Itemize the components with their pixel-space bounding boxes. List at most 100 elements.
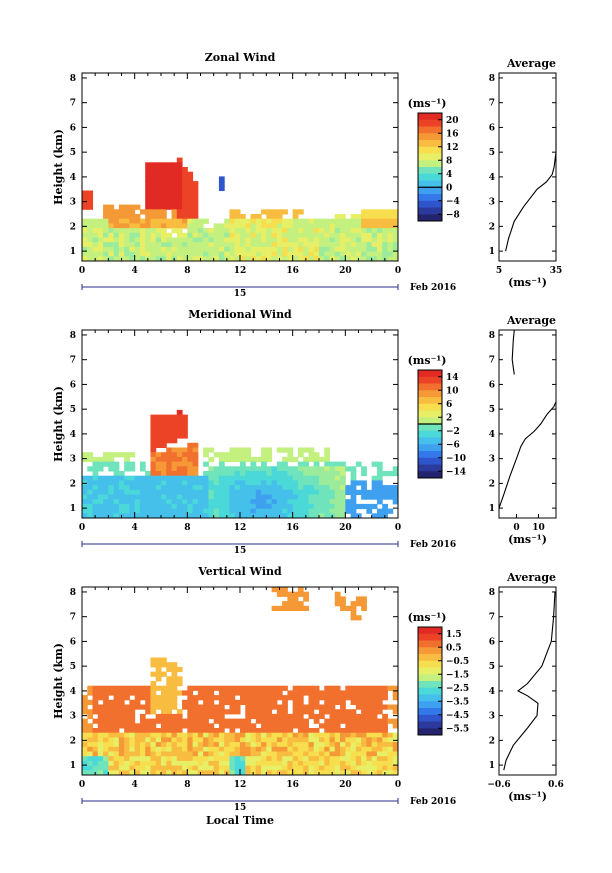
heatmap-cell — [118, 742, 125, 748]
heatmap-cell — [87, 228, 94, 234]
heatmap-cell — [282, 232, 288, 238]
heatmap-cell — [150, 246, 157, 253]
heatmap-cell — [187, 223, 194, 229]
heatmap-cell — [187, 704, 194, 710]
heatmap-cell — [197, 475, 204, 481]
heatmap-cell — [97, 765, 104, 771]
heatmap-cell — [387, 485, 394, 491]
heatmap-cell — [166, 256, 173, 262]
heatmap-cell — [250, 756, 257, 762]
heatmap-cell — [366, 728, 373, 734]
heatmap-cell — [161, 442, 167, 448]
heatmap-cell — [97, 242, 104, 248]
heatmap-cell — [103, 204, 109, 210]
heatmap-cell — [155, 499, 162, 505]
heatmap-cell — [255, 690, 262, 696]
heatmap-cell — [287, 242, 294, 248]
heatmap-cell — [118, 237, 125, 243]
heatmap-cell — [382, 471, 388, 477]
heatmap-cell — [303, 732, 309, 738]
heatmap-cell — [82, 475, 88, 481]
heatmap-cell — [82, 503, 88, 510]
heatmap-cell — [129, 218, 136, 224]
heatmap-cell — [266, 475, 273, 481]
heatmap-cell — [176, 209, 183, 215]
heatmap-cell — [171, 728, 178, 734]
heatmap-cell — [266, 728, 273, 734]
heatmap-cell — [287, 223, 294, 229]
heatmap-cell — [229, 699, 236, 705]
avg-y-tick-label: 4 — [489, 173, 495, 183]
heatmap-cell — [350, 494, 357, 500]
colorbar-unit: (ms⁻¹) — [408, 354, 447, 367]
heatmap-cell — [234, 751, 241, 757]
heatmap-cell — [350, 605, 357, 611]
heatmap-cell — [255, 746, 262, 752]
heatmap-cell — [276, 746, 283, 752]
heatmap-cell — [340, 494, 346, 500]
heatmap-cell — [224, 718, 230, 724]
heatmap-cell — [213, 756, 220, 762]
heatmap-cell — [197, 494, 204, 500]
heatmap-cell — [129, 699, 136, 705]
heatmap-cell — [150, 209, 157, 215]
heatmap-cell — [187, 732, 194, 738]
heatmap-cell — [145, 185, 151, 191]
heatmap-cell — [218, 704, 225, 710]
heatmap-cell — [171, 176, 178, 182]
heatmap-cell — [134, 723, 141, 729]
heatmap-cell — [276, 209, 283, 215]
heatmap-cell — [197, 237, 204, 243]
heatmap-cell — [229, 452, 236, 458]
colorbar-cell — [418, 728, 442, 736]
colorbar-cell — [418, 674, 442, 682]
heatmap-cell — [371, 709, 378, 715]
heatmap-cell — [313, 494, 320, 500]
heatmap-cell — [287, 723, 294, 729]
heatmap-cell — [87, 485, 94, 491]
heatmap-cell — [350, 615, 357, 621]
heatmap-cell — [113, 223, 120, 229]
heatmap-cell — [192, 699, 199, 705]
heatmap-cell — [371, 223, 378, 229]
heatmap-cell — [297, 605, 304, 611]
heatmap-cell — [129, 452, 136, 458]
heatmap-cell — [182, 704, 188, 710]
heatmap-cell — [150, 237, 157, 243]
heatmap-cell — [303, 723, 309, 729]
heatmap-cell — [166, 709, 173, 715]
heatmap-cell — [218, 765, 225, 771]
heatmap-cell — [334, 770, 341, 776]
heatmap-cell — [345, 751, 352, 757]
heatmap-cell — [197, 765, 204, 771]
colorbar-tick-label: 16 — [446, 129, 459, 139]
heatmap-cell — [376, 228, 383, 234]
heatmap-cell — [218, 513, 225, 519]
heatmap-cell — [124, 499, 130, 505]
heatmap-cell — [182, 513, 188, 519]
heatmap-cell — [313, 746, 320, 752]
heatmap-cell — [276, 685, 283, 691]
heatmap-cell — [255, 713, 262, 720]
heatmap-cell — [276, 447, 283, 453]
heatmap-cell — [324, 742, 331, 748]
heatmap-cell — [303, 494, 309, 500]
heatmap-cell — [303, 765, 309, 771]
x-tick-label: 16 — [286, 523, 299, 533]
heatmap-cell — [303, 485, 309, 491]
heatmap-cell — [271, 732, 278, 738]
heatmap-cell — [213, 742, 220, 748]
heatmap-cell — [334, 690, 341, 696]
heatmap-cell — [97, 695, 104, 701]
heatmap-cell — [245, 746, 252, 752]
heatmap-cell — [171, 424, 178, 430]
heatmap-cell — [82, 256, 88, 262]
average-frame — [498, 72, 557, 262]
heatmap-cell — [103, 209, 109, 215]
heatmap-cell — [382, 732, 388, 738]
heatmap-cell — [297, 690, 304, 696]
heatmap-cell — [282, 485, 288, 491]
heatmap-cell — [345, 728, 352, 734]
heatmap-cell — [313, 452, 320, 458]
heatmap-cell — [229, 751, 236, 757]
